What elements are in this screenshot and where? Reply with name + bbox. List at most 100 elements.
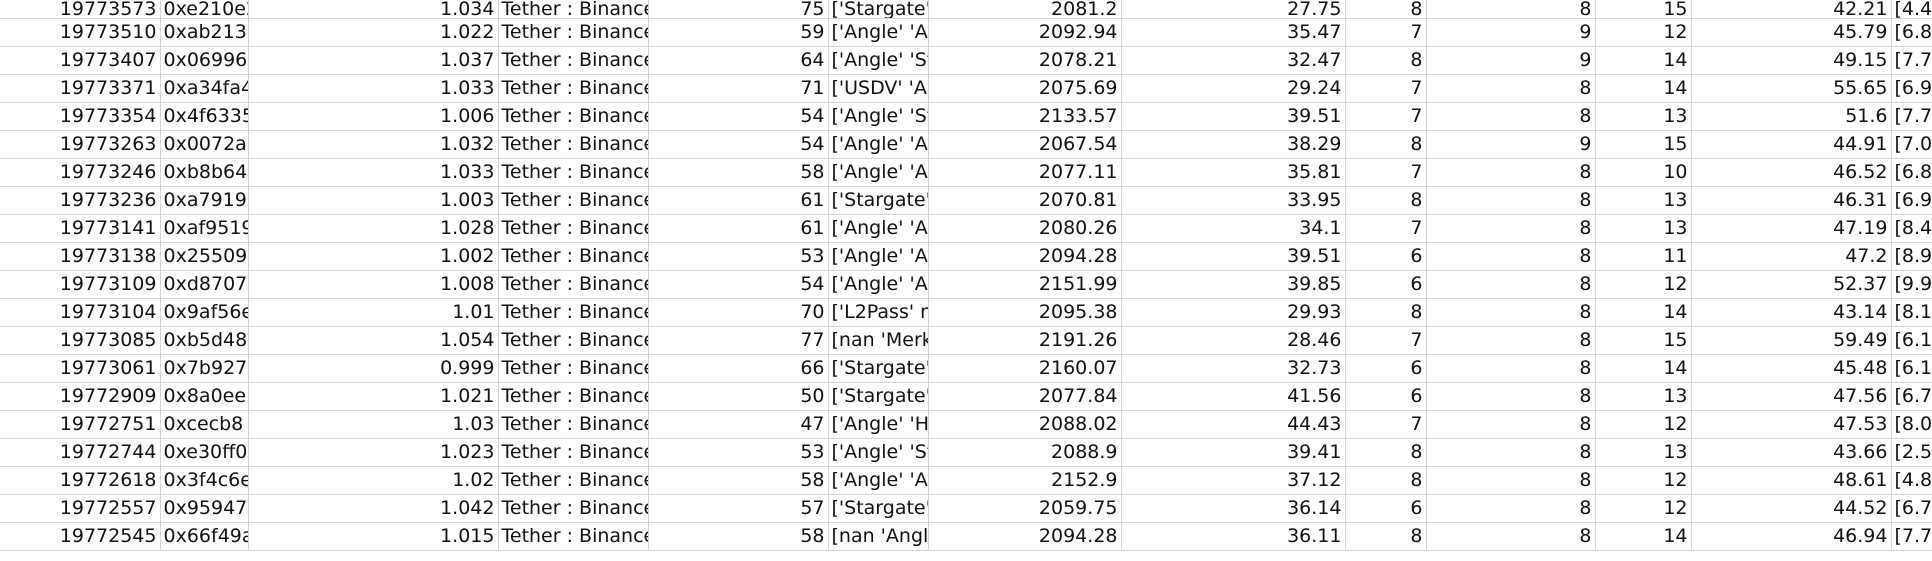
cell-protocols[interactable]: ['Angle' 'Ar (828, 242, 929, 271)
cell-protocols[interactable]: ['L2Pass' na (828, 298, 929, 327)
cell-ratio[interactable]: 1.003 (248, 186, 499, 215)
cell-c[interactable]: 14 (1595, 354, 1692, 383)
cell-vector[interactable]: [6.19, 0 (1891, 354, 1932, 383)
cell-vector[interactable]: [8.14, 0 (1891, 298, 1932, 327)
cell-a[interactable]: 7 (1345, 410, 1427, 439)
cell-pair[interactable]: Tether : Binance (498, 130, 649, 159)
cell-price[interactable]: 2095.38 (928, 298, 1122, 327)
cell-hash[interactable]: 0xd8707 (160, 270, 249, 299)
cell-ratio[interactable]: 1.015 (248, 522, 499, 551)
cell-a[interactable]: 7 (1345, 102, 1427, 131)
cell-hash[interactable]: 0x9af56e (160, 298, 249, 327)
cell-ratio[interactable]: 1.054 (248, 326, 499, 355)
cell-vector[interactable]: [6.73, 0 (1891, 494, 1932, 523)
cell-vector[interactable]: [7.09, 0 (1891, 130, 1932, 159)
cell-score[interactable]: 59.49 (1691, 326, 1892, 355)
cell-score[interactable]: 43.66 (1691, 438, 1892, 467)
cell-metric[interactable]: 29.93 (1121, 298, 1346, 327)
cell-ratio[interactable]: 1.033 (248, 158, 499, 187)
cell-a[interactable]: 8 (1345, 298, 1427, 327)
cell-block[interactable]: 19773263 (0, 130, 161, 159)
cell-a[interactable]: 8 (1345, 0, 1427, 19)
cell-metric[interactable]: 39.51 (1121, 102, 1346, 131)
cell-hash[interactable]: 0xcecb8 (160, 410, 249, 439)
cell-pair[interactable]: Tether : Binance (498, 410, 649, 439)
cell-score[interactable]: 44.91 (1691, 130, 1892, 159)
cell-vector[interactable]: [6.84, 0 (1891, 158, 1932, 187)
cell-b[interactable]: 8 (1426, 214, 1596, 243)
cell-count[interactable]: 54 (648, 270, 829, 299)
cell-count[interactable]: 59 (648, 18, 829, 47)
cell-b[interactable]: 8 (1426, 494, 1596, 523)
cell-a[interactable]: 6 (1345, 242, 1427, 271)
cell-a[interactable]: 6 (1345, 382, 1427, 411)
cell-block[interactable]: 19772744 (0, 438, 161, 467)
cell-b[interactable]: 8 (1426, 186, 1596, 215)
cell-pair[interactable]: Tether : Binance (498, 522, 649, 551)
cell-pair[interactable]: Tether : Binance (498, 270, 649, 299)
cell-b[interactable]: 9 (1426, 18, 1596, 47)
cell-score[interactable]: 47.56 (1691, 382, 1892, 411)
cell-ratio[interactable]: 1.042 (248, 494, 499, 523)
cell-b[interactable]: 8 (1426, 242, 1596, 271)
cell-metric[interactable]: 39.41 (1121, 438, 1346, 467)
cell-vector[interactable]: [8.97, 0 (1891, 242, 1932, 271)
cell-a[interactable]: 8 (1345, 130, 1427, 159)
cell-price[interactable]: 2088.9 (928, 438, 1122, 467)
cell-hash[interactable]: 0x0072a (160, 130, 249, 159)
cell-score[interactable]: 43.14 (1691, 298, 1892, 327)
cell-metric[interactable]: 38.29 (1121, 130, 1346, 159)
cell-price[interactable]: 2077.84 (928, 382, 1122, 411)
cell-protocols[interactable]: ['Stargate' (828, 494, 929, 523)
cell-score[interactable]: 44.52 (1691, 494, 1892, 523)
cell-hash[interactable]: 0x95947 (160, 494, 249, 523)
cell-hash[interactable]: 0xa34fa4 (160, 74, 249, 103)
cell-metric[interactable]: 41.56 (1121, 382, 1346, 411)
cell-b[interactable]: 8 (1426, 270, 1596, 299)
cell-metric[interactable]: 37.12 (1121, 466, 1346, 495)
cell-c[interactable]: 13 (1595, 186, 1692, 215)
cell-a[interactable]: 8 (1345, 46, 1427, 75)
cell-ratio[interactable]: 0.999 (248, 354, 499, 383)
cell-metric[interactable]: 32.73 (1121, 354, 1346, 383)
cell-metric[interactable]: 33.95 (1121, 186, 1346, 215)
cell-pair[interactable]: Tether : Binance (498, 186, 649, 215)
cell-vector[interactable]: [4.42, 0 (1891, 0, 1932, 19)
cell-block[interactable]: 19773085 (0, 326, 161, 355)
cell-hash[interactable]: 0xe30ff0 (160, 438, 249, 467)
cell-hash[interactable]: 0x4f6335 (160, 102, 249, 131)
cell-hash[interactable]: 0xa7919 (160, 186, 249, 215)
cell-price[interactable]: 2094.28 (928, 522, 1122, 551)
cell-b[interactable]: 8 (1426, 522, 1596, 551)
cell-a[interactable]: 7 (1345, 326, 1427, 355)
cell-pair[interactable]: Tether : Binance (498, 466, 649, 495)
cell-vector[interactable]: [7.7, 0, (1891, 102, 1932, 131)
cell-block[interactable]: 19773354 (0, 102, 161, 131)
cell-price[interactable]: 2151.99 (928, 270, 1122, 299)
cell-hash[interactable]: 0x06996 (160, 46, 249, 75)
cell-price[interactable]: 2070.81 (928, 186, 1122, 215)
cell-vector[interactable]: [8.01, 0 (1891, 410, 1932, 439)
cell-c[interactable]: 14 (1595, 298, 1692, 327)
cell-c[interactable]: 15 (1595, 0, 1692, 19)
cell-score[interactable]: 46.52 (1691, 158, 1892, 187)
cell-count[interactable]: 57 (648, 494, 829, 523)
cell-protocols[interactable]: ['Angle' 'Ar (828, 158, 929, 187)
cell-metric[interactable]: 34.1 (1121, 214, 1346, 243)
cell-count[interactable]: 64 (648, 46, 829, 75)
cell-metric[interactable]: 36.14 (1121, 494, 1346, 523)
cell-count[interactable]: 75 (648, 0, 829, 19)
cell-ratio[interactable]: 1.02 (248, 466, 499, 495)
cell-block[interactable]: 19773510 (0, 18, 161, 47)
cell-a[interactable]: 7 (1345, 214, 1427, 243)
cell-c[interactable]: 12 (1595, 270, 1692, 299)
cell-price[interactable]: 2080.26 (928, 214, 1122, 243)
cell-b[interactable]: 8 (1426, 354, 1596, 383)
cell-ratio[interactable]: 1.023 (248, 438, 499, 467)
cell-protocols[interactable]: ['Angle' 'Ar (828, 270, 929, 299)
cell-price[interactable]: 2081.2 (928, 0, 1122, 19)
cell-pair[interactable]: Tether : Binance (498, 214, 649, 243)
cell-c[interactable]: 13 (1595, 214, 1692, 243)
cell-pair[interactable]: Tether : Binance (498, 102, 649, 131)
cell-price[interactable]: 2191.26 (928, 326, 1122, 355)
